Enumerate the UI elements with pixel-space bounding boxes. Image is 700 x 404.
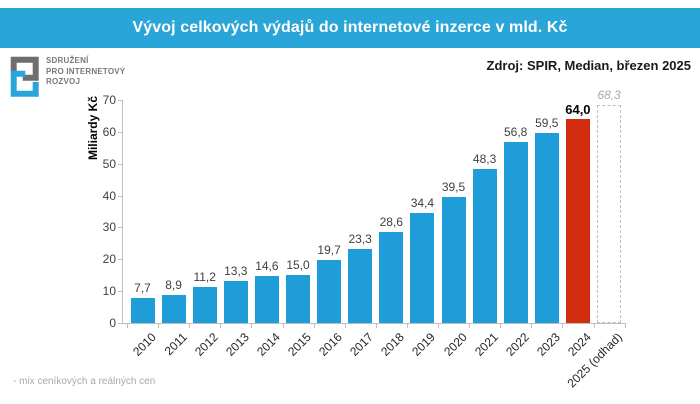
value-label-2015: 15,0 (286, 258, 310, 273)
y-tick-label: 0 (109, 316, 116, 330)
bar-2017 (348, 248, 373, 323)
bar-2023 (534, 133, 559, 323)
logo-line-2: PRO INTERNETOVÝ (46, 66, 126, 76)
bar-2015 (286, 275, 310, 323)
y-tick-mark (118, 259, 122, 261)
spir-logo-icon (10, 56, 39, 97)
logo-line-1: SDRUŽENÍ (46, 56, 89, 65)
bar-2016 (317, 260, 342, 323)
x-tick-mark (438, 324, 439, 328)
x-tick-mark (251, 324, 253, 328)
x-tick-mark (344, 324, 346, 328)
x-tick-mark (220, 324, 222, 328)
x-tick-mark (624, 324, 626, 328)
spir-logo: SDRUŽENÍ PRO INTERNETOVÝ ROZVOJ (8, 54, 125, 98)
y-tick-mark (118, 227, 122, 229)
y-tick-mark (118, 100, 122, 101)
bar-2021 (472, 169, 497, 323)
bar-2022 (503, 142, 528, 323)
y-tick-label: 50 (102, 156, 116, 171)
page-title: Vývoj celkových výdajů do internetové in… (132, 19, 568, 36)
bar-2024 (565, 119, 590, 323)
value-label-2022: 56,8 (504, 125, 528, 140)
y-tick-label: 70 (102, 93, 116, 107)
y-tick-label: 30 (102, 220, 116, 235)
x-tick-mark (282, 324, 284, 328)
x-tick-mark (406, 324, 408, 328)
value-label-2021: 48,3 (472, 152, 497, 167)
x-tick-mark (375, 324, 377, 328)
value-label-2019: 34,4 (410, 196, 435, 211)
x-tick-mark (562, 324, 564, 328)
x-tick-mark (593, 324, 595, 328)
y-tick-label: 10 (102, 284, 116, 299)
x-tick-mark (531, 324, 533, 328)
value-label-2013: 13,3 (224, 263, 248, 278)
value-label-2010: 7,7 (134, 281, 151, 296)
logo-text: SDRUŽENÍ PRO INTERNETOVÝ ROZVOJ (46, 56, 125, 88)
y-tick-mark (118, 291, 122, 293)
value-label-2020: 39,5 (441, 180, 466, 195)
x-axis-line (122, 323, 626, 324)
source-note: Zdroj: SPIR, Median, březen 2025 (486, 58, 691, 73)
value-label-2017: 23,3 (348, 231, 372, 246)
x-tick-mark (500, 324, 502, 328)
y-tick-label: 20 (102, 252, 116, 267)
y-tick-label: 40 (102, 188, 116, 203)
footnote: - mix ceníkových a reálných cen (13, 376, 156, 387)
value-label-2023: 59,5 (535, 116, 559, 131)
y-tick-label: 60 (102, 124, 116, 139)
bar-2011 (161, 294, 186, 323)
logo-line-3: ROZVOJ (46, 77, 81, 86)
bar-2018 (379, 231, 404, 323)
value-label-2014: 14,6 (255, 259, 279, 274)
y-tick-mark (118, 195, 122, 197)
x-tick-mark (127, 324, 128, 328)
y-tick-mark (118, 163, 122, 165)
bar-2010 (130, 298, 155, 323)
bar-2020 (441, 197, 466, 323)
x-tick-mark (313, 324, 315, 328)
bar-2014 (254, 276, 279, 323)
bar-2012 (192, 287, 217, 323)
value-label-2011: 8,9 (165, 277, 182, 292)
value-label-2025 (odhad): 68,3 (597, 88, 621, 103)
y-axis-line (122, 100, 123, 323)
y-axis-title: Miliardy Kč (86, 96, 100, 161)
title-bar: Vývoj celkových výdajů do internetové in… (0, 8, 700, 48)
value-label-2018: 28,6 (379, 214, 403, 229)
bar-2013 (223, 280, 248, 323)
y-tick-mark (118, 323, 122, 324)
x-tick-mark (189, 324, 191, 328)
x-tick-mark (158, 324, 160, 328)
y-tick-mark (118, 131, 122, 133)
value-label-2012: 11,2 (193, 270, 216, 285)
bar-2025 (odhad) (597, 105, 621, 323)
bar-2019 (410, 213, 435, 323)
x-tick-mark (469, 324, 471, 328)
value-label-2024: 64,0 (565, 102, 591, 118)
value-label-2016: 19,7 (317, 243, 341, 258)
